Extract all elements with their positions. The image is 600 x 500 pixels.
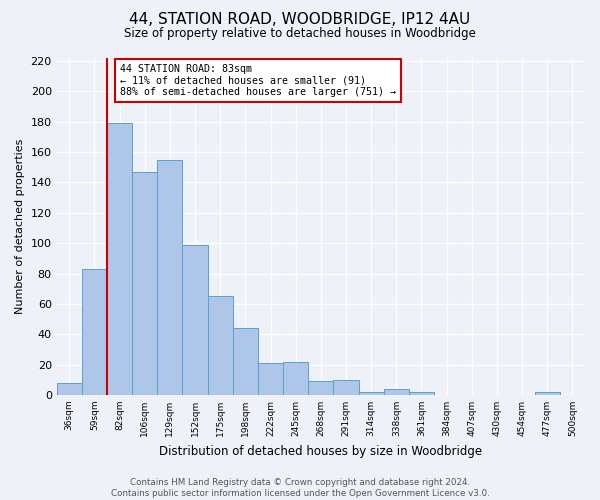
Bar <box>208 296 233 395</box>
Bar <box>384 389 409 395</box>
Bar <box>334 380 359 395</box>
Text: 44, STATION ROAD, WOODBRIDGE, IP12 4AU: 44, STATION ROAD, WOODBRIDGE, IP12 4AU <box>130 12 470 28</box>
Text: Contains HM Land Registry data © Crown copyright and database right 2024.
Contai: Contains HM Land Registry data © Crown c… <box>110 478 490 498</box>
Bar <box>132 172 157 395</box>
Bar <box>283 362 308 395</box>
Bar <box>82 269 107 395</box>
Bar <box>359 392 384 395</box>
X-axis label: Distribution of detached houses by size in Woodbridge: Distribution of detached houses by size … <box>159 444 482 458</box>
Bar <box>182 244 208 395</box>
Bar <box>535 392 560 395</box>
Text: 44 STATION ROAD: 83sqm
← 11% of detached houses are smaller (91)
88% of semi-det: 44 STATION ROAD: 83sqm ← 11% of detached… <box>119 64 395 98</box>
Bar <box>258 363 283 395</box>
Y-axis label: Number of detached properties: Number of detached properties <box>15 139 25 314</box>
Bar <box>308 382 334 395</box>
Bar <box>157 160 182 395</box>
Text: Size of property relative to detached houses in Woodbridge: Size of property relative to detached ho… <box>124 28 476 40</box>
Bar <box>107 124 132 395</box>
Bar <box>56 383 82 395</box>
Bar <box>409 392 434 395</box>
Bar <box>233 328 258 395</box>
